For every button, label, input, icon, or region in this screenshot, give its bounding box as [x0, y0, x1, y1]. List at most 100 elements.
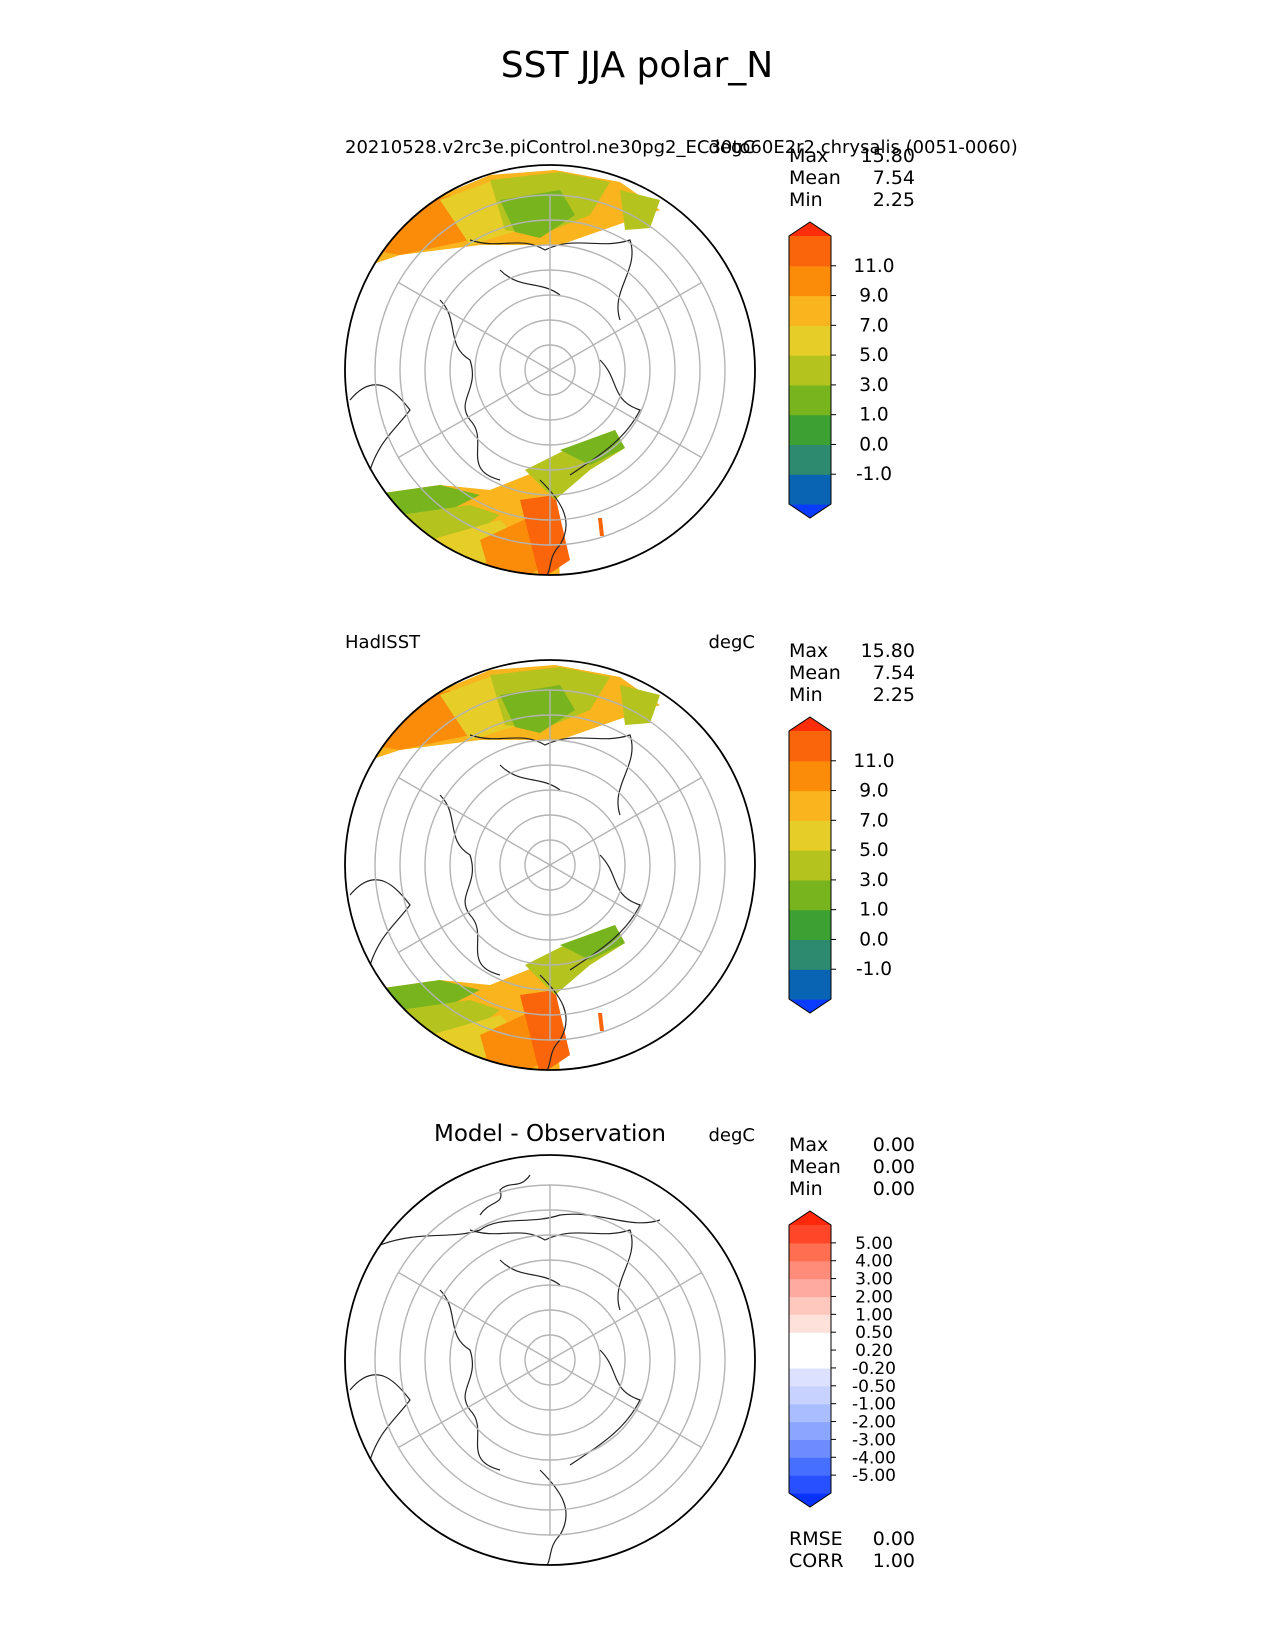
- panel-diff-map: [349, 1174, 661, 1565]
- colorbar-block: [789, 1314, 831, 1333]
- panel-model-map: [349, 170, 660, 575]
- colorbar-tick-label: 3.0: [859, 870, 888, 891]
- colorbar-outline: [788, 716, 832, 1014]
- panel-diff-title: Model - Observation: [434, 1121, 666, 1147]
- colorbar-block: [789, 265, 831, 297]
- panel-obs-title: HadISST: [345, 632, 421, 653]
- colorbar-tick-label: 0.20: [855, 1341, 893, 1361]
- colorbar-block: [789, 969, 831, 1000]
- colorbar-block: [789, 1332, 831, 1351]
- panel-diff-coastlines: [349, 1174, 661, 1565]
- stat-value: 0.00: [873, 1156, 915, 1178]
- colorbar-tick-label: -1.0: [856, 464, 892, 485]
- colorbar-tick-label: 9.0: [859, 286, 888, 307]
- stat-label: Mean: [789, 662, 841, 684]
- colorbar-block: [789, 1367, 831, 1387]
- colorbar-tick-label: 11.0: [853, 256, 894, 277]
- colorbar-block: [789, 1296, 831, 1315]
- panel-model-graticule: [374, 194, 726, 546]
- colorbar-tick-label: 5.0: [859, 840, 888, 861]
- stat-value: 15.80: [861, 145, 915, 167]
- panel-obs-colorbar: -1.0 0.0 1.0 3.0 5.0 7.0 9.0 11.0: [788, 716, 895, 1014]
- stat-value: 15.80: [861, 640, 915, 662]
- colorbar-tick-label: 9.0: [859, 781, 888, 802]
- stat-value: 2.25: [873, 684, 915, 706]
- colorbar-tick-label: 11.0: [853, 751, 894, 772]
- colorbar-extend-min: [789, 999, 831, 1013]
- panel-model-sst-field: [370, 170, 660, 575]
- panel-model-colorbar: -1.0 0.0 1.0 3.0 5.0 7.0 9.0 11.0: [788, 221, 895, 519]
- stat-value: 7.54: [873, 167, 915, 189]
- stat-label: CORR: [789, 1550, 844, 1572]
- colorbar-block: [789, 820, 831, 851]
- colorbar-tick-label: -1.0: [856, 959, 892, 980]
- stat-label: Min: [789, 684, 823, 706]
- colorbar-tick-label: 0.50: [855, 1323, 893, 1343]
- colorbar-extend-max: [789, 717, 831, 731]
- stat-label: Mean: [789, 167, 841, 189]
- stat-label: Min: [789, 1178, 823, 1200]
- stat-label: Mean: [789, 1156, 841, 1178]
- colorbar-block: [789, 1439, 831, 1458]
- colorbar-outline: [788, 221, 832, 519]
- panel-obs-units: degC: [709, 632, 756, 653]
- colorbar-tick-label: 0.0: [859, 434, 888, 455]
- panel-diff-units: degC: [709, 1125, 756, 1146]
- colorbar-tick-label: -0.50: [852, 1377, 896, 1397]
- colorbar-tick-label: -5.00: [852, 1466, 896, 1486]
- colorbar-block: [789, 1278, 831, 1298]
- colorbar-tick-label: -3.00: [852, 1430, 896, 1450]
- colorbar-block: [789, 474, 831, 505]
- colorbar-block: [789, 731, 831, 762]
- panel-model: 20210528.v2rc3e.piControl.ne30pg2_EC30to…: [344, 137, 1018, 576]
- panel-model-boundary: [344, 164, 756, 576]
- colorbar-tick-label: 1.0: [859, 405, 888, 426]
- colorbar-block: [789, 850, 831, 881]
- stat-value: 0.00: [873, 1134, 915, 1156]
- colorbar-block: [789, 1421, 831, 1440]
- colorbar-tick-label: 5.00: [855, 1234, 893, 1254]
- panel-diff-stats: Max 0.00 Mean 0.00 Min 0.00: [789, 1134, 915, 1200]
- colorbar-tick-label: 1.00: [855, 1305, 893, 1325]
- colorbar-extend-max: [789, 1211, 831, 1225]
- panel-obs-map: [349, 665, 660, 1070]
- colorbar-block: [789, 384, 831, 416]
- panel-obs-coastlines: [349, 734, 641, 1070]
- stat-value: 2.25: [873, 189, 915, 211]
- colorbar-tick-label: -0.20: [852, 1359, 896, 1379]
- panel-diff: Model - Observation degC Max: [344, 1121, 915, 1572]
- panel-obs-boundary: [344, 659, 756, 1071]
- colorbar-tick-label: 2.00: [855, 1287, 893, 1307]
- colorbar-block: [789, 1242, 831, 1262]
- panel-model-units: degC: [709, 137, 756, 158]
- colorbar-tick-label: 1.0: [859, 900, 888, 921]
- colorbar-block: [789, 1350, 831, 1369]
- stat-value: 7.54: [873, 662, 915, 684]
- stat-value: 0.00: [873, 1528, 915, 1550]
- panel-diff-bottom-stats: RMSE 0.00 CORR 1.00: [789, 1528, 915, 1572]
- panel-obs: HadISST degC: [344, 632, 915, 1071]
- panel-model-title: 20210528.v2rc3e.piControl.ne30pg2_EC30to…: [345, 137, 1018, 158]
- figure-title: SST JJA polar_N: [501, 45, 773, 86]
- colorbar-block: [789, 325, 831, 356]
- colorbar-tick-label: 4.00: [855, 1252, 893, 1272]
- colorbar-block: [789, 1385, 831, 1405]
- colorbar-block: [789, 1260, 831, 1280]
- stat-label: Max: [789, 145, 828, 167]
- colorbar-block: [789, 444, 831, 475]
- colorbar-extend-min: [789, 1493, 831, 1507]
- colorbar-block: [789, 236, 831, 267]
- colorbar-tick-label: -4.00: [852, 1448, 896, 1468]
- colorbar-block: [789, 790, 831, 821]
- stat-label: Max: [789, 1134, 828, 1156]
- colorbar-tick-label: 5.0: [859, 345, 888, 366]
- colorbar-block: [789, 909, 831, 941]
- colorbar-block: [789, 939, 831, 970]
- colorbar-block: [789, 1225, 831, 1244]
- colorbar-block: [789, 355, 831, 386]
- colorbar-block: [789, 1457, 831, 1476]
- colorbar-block: [789, 295, 831, 326]
- stat-label: RMSE: [789, 1528, 843, 1550]
- panel-obs-stats: Max 15.80 Mean 7.54 Min 2.25: [789, 640, 915, 706]
